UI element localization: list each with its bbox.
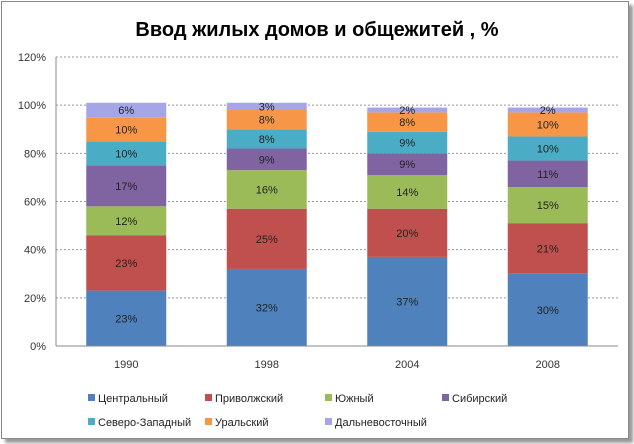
bar-segment xyxy=(86,290,167,346)
data-label: 8% xyxy=(259,134,275,146)
data-label: 20% xyxy=(396,228,418,240)
legend-swatch xyxy=(88,394,95,401)
legend-label: Сибирский xyxy=(452,393,507,405)
bar-segment xyxy=(507,273,588,346)
bar-segment xyxy=(367,208,448,257)
legend-label: Южный xyxy=(335,393,374,405)
bar-segment xyxy=(367,175,448,209)
data-label: 10% xyxy=(115,148,137,160)
data-label: 8% xyxy=(259,115,275,127)
bar-segment xyxy=(507,112,588,137)
data-label: 14% xyxy=(396,187,418,199)
bar-segment xyxy=(367,107,448,113)
y-tick-label: 20% xyxy=(24,293,46,305)
data-label: 32% xyxy=(256,302,278,314)
data-label: 9% xyxy=(259,154,275,166)
y-tick-label: 40% xyxy=(24,245,46,257)
legend-swatch xyxy=(325,394,332,401)
data-label: 6% xyxy=(118,105,134,117)
data-label: 2% xyxy=(399,105,415,117)
chart-title: Ввод жилых домов и общежитей , % xyxy=(135,19,498,41)
legend-label: Уральский xyxy=(215,417,268,429)
data-label: 10% xyxy=(115,124,137,136)
bar-segment xyxy=(86,117,167,142)
legend-label: Северо-Западный xyxy=(98,417,191,429)
x-tick-label: 1990 xyxy=(114,359,138,371)
legend-label: Дальневосточный xyxy=(335,417,427,429)
bar-segment xyxy=(86,235,167,291)
bar-segment xyxy=(86,206,167,236)
bar-segment xyxy=(507,223,588,274)
data-label: 9% xyxy=(399,159,415,171)
bar-segment xyxy=(507,136,588,161)
legend-label: Приволжский xyxy=(215,393,283,405)
bar-segment xyxy=(226,148,307,171)
legend-swatch xyxy=(205,394,212,401)
data-label: 2% xyxy=(540,105,556,117)
data-label: 11% xyxy=(537,169,558,181)
legend-swatch xyxy=(442,394,449,401)
bar-segment xyxy=(86,141,167,166)
data-label: 3% xyxy=(259,101,275,113)
data-label: 8% xyxy=(399,117,415,129)
data-label: 15% xyxy=(537,200,559,212)
y-tick-label: 100% xyxy=(18,100,46,112)
legend-swatch xyxy=(88,418,95,425)
bar-segment xyxy=(367,153,448,176)
legend-swatch xyxy=(205,418,212,425)
y-tick-label: 0% xyxy=(30,341,46,353)
bar-segment xyxy=(507,187,588,224)
bar-segment xyxy=(86,165,167,207)
bar-segment xyxy=(507,107,588,113)
bar-segment xyxy=(226,268,307,346)
data-label: 12% xyxy=(115,216,137,228)
bar-segment xyxy=(226,109,307,130)
data-label: 37% xyxy=(396,296,418,308)
bar-segment xyxy=(226,208,307,269)
bar-segment xyxy=(507,160,588,188)
x-tick-label: 2004 xyxy=(395,359,419,371)
data-label: 30% xyxy=(537,305,559,317)
y-tick-label: 60% xyxy=(24,197,46,209)
y-tick-label: 80% xyxy=(24,148,46,160)
x-tick-label: 2008 xyxy=(536,359,560,371)
bar-segment xyxy=(367,256,448,346)
x-tick-label: 1998 xyxy=(255,359,279,371)
data-label: 25% xyxy=(256,234,278,246)
data-label: 16% xyxy=(256,184,278,196)
bar-segment xyxy=(367,131,448,154)
bar-segment xyxy=(367,112,448,132)
data-label: 23% xyxy=(115,258,137,270)
data-label: 10% xyxy=(537,119,559,131)
bar-segment xyxy=(226,102,307,110)
legend-swatch xyxy=(325,418,332,425)
data-label: 10% xyxy=(537,144,559,156)
bar-segment xyxy=(226,170,307,209)
data-label: 23% xyxy=(115,313,137,325)
legend-label: Центральный xyxy=(98,393,168,405)
y-tick-label: 120% xyxy=(18,52,46,64)
data-label: 21% xyxy=(537,243,559,255)
bar-segment xyxy=(86,102,167,118)
bar-segment xyxy=(226,129,307,149)
data-label: 9% xyxy=(399,137,415,149)
data-label: 17% xyxy=(115,181,137,193)
